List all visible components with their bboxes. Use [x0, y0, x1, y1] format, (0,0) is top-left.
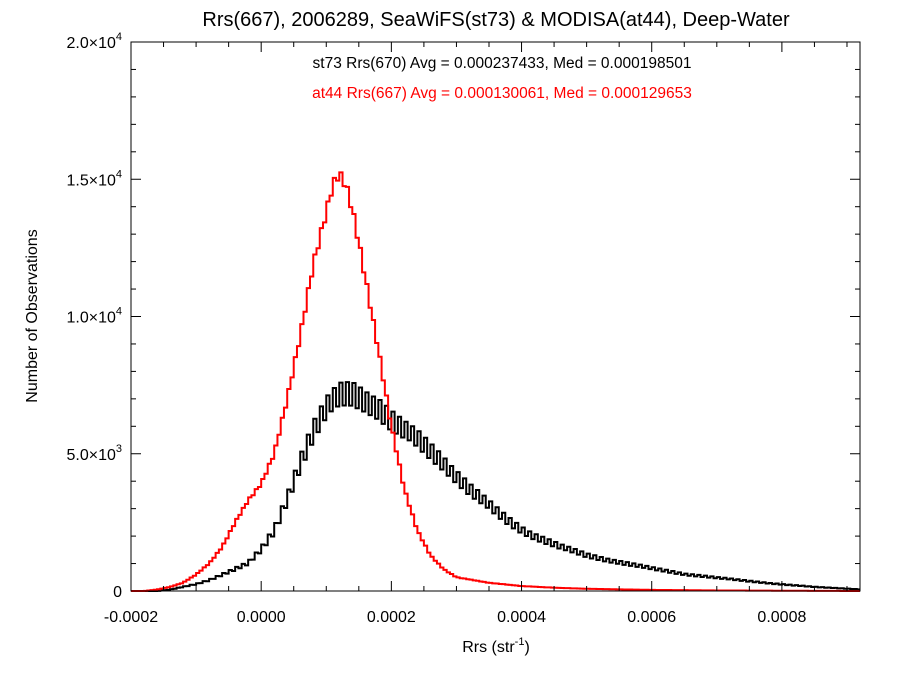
y-tick-mantissa-0: 0 — [113, 584, 122, 601]
x-axis-label-sup: -1 — [515, 636, 525, 648]
x-axis-label-tail: ) — [524, 639, 529, 656]
y-tick-label-4: 2.0×104 — [66, 31, 122, 52]
y-tick-mantissa-4: 2.0×10 — [66, 35, 115, 52]
x-tick-label-4: 0.0006 — [627, 609, 676, 626]
x-axis-label-base: Rrs (str — [462, 639, 515, 656]
y-tick-exponent-2: 4 — [116, 306, 122, 318]
x-tick-label-3: 0.0004 — [497, 609, 546, 626]
series-st73-histogram — [131, 381, 860, 592]
series-at44-histogram — [131, 171, 860, 592]
x-tick-label-5: 0.0008 — [757, 609, 806, 626]
x-tick-label-0: -0.0002 — [104, 609, 158, 626]
y-axis-label: Number of Observations — [24, 229, 41, 402]
chart-title: Rrs(667), 2006289, SeaWiFS(st73) & MODIS… — [202, 9, 790, 31]
annotation-at44: at44 Rrs(667) Avg = 0.000130061, Med = 0… — [312, 85, 692, 102]
series-layer — [131, 171, 860, 592]
x-axis-label: Rrs (str-1) — [462, 636, 530, 656]
y-tick-label-3: 1.5×104 — [66, 168, 122, 189]
annotation-st73: st73 Rrs(670) Avg = 0.000237433, Med = 0… — [313, 55, 692, 72]
y-tick-label-2: 1.0×104 — [66, 306, 122, 327]
y-tick-label-1: 5.0×103 — [66, 443, 122, 464]
y-tick-exponent-1: 3 — [116, 443, 122, 455]
y-tick-exponent-4: 4 — [116, 31, 122, 43]
y-tick-mantissa-2: 1.0×10 — [66, 310, 115, 327]
x-tick-label-2: 0.0002 — [367, 609, 416, 626]
axes-layer: -0.0002 0.0000 0.0002 0.0004 0.0006 0.0008 0 5.… — [66, 31, 860, 626]
x-tick-label-1: 0.0000 — [237, 609, 286, 626]
y-tick-mantissa-3: 1.5×10 — [66, 172, 115, 189]
y-tick-exponent-3: 4 — [116, 168, 122, 180]
y-tick-mantissa-1: 5.0×10 — [66, 447, 115, 464]
y-tick-label-0: 0 — [113, 584, 122, 601]
